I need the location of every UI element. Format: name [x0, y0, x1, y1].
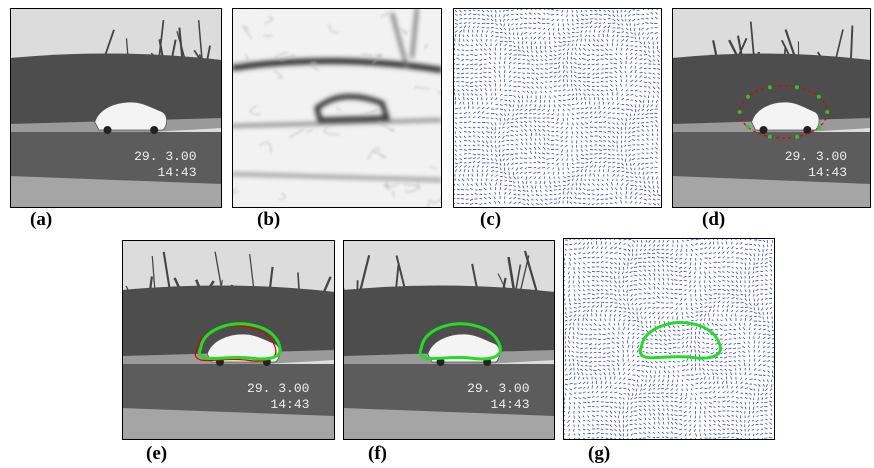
field-bg: [453, 8, 662, 208]
timestamp: 14:43: [491, 397, 530, 412]
timestamp: 14:43: [270, 397, 309, 412]
control-point: [817, 125, 821, 129]
control-point: [817, 95, 821, 99]
panel-label: (e): [146, 443, 167, 464]
panel-label: (a): [30, 209, 52, 230]
control-point: [795, 85, 799, 89]
timestamp: 29. 3.00: [134, 149, 196, 164]
control-point: [746, 95, 750, 99]
wheel: [803, 126, 811, 134]
figure: 29. 3.0014:43(a)(b)(c)29. 3.0014:43(d)29…: [0, 0, 874, 468]
panel-label: (d): [702, 209, 725, 230]
panel: [563, 237, 776, 441]
timestamp: 14:43: [808, 165, 847, 180]
wheel: [150, 126, 158, 134]
control-point: [768, 135, 772, 139]
panel-label: (f): [368, 443, 387, 464]
wheel: [760, 126, 768, 134]
control-point: [738, 110, 742, 114]
panel: [232, 6, 443, 211]
timestamp: 29. 3.00: [785, 149, 847, 164]
branch: [4, 55, 10, 68]
panel-label: (g): [588, 443, 610, 464]
panel-label: (c): [480, 209, 501, 230]
control-point: [795, 135, 799, 139]
control-point: [825, 110, 829, 114]
timestamp: 29. 3.00: [467, 381, 529, 396]
wheel: [104, 126, 112, 134]
control-point: [768, 85, 772, 89]
control-point: [746, 125, 750, 129]
timestamp: 14:43: [158, 165, 197, 180]
panel-label: (b): [257, 209, 280, 230]
timestamp: 29. 3.00: [247, 381, 309, 396]
panel: [452, 7, 662, 208]
edge: [248, 6, 255, 9]
